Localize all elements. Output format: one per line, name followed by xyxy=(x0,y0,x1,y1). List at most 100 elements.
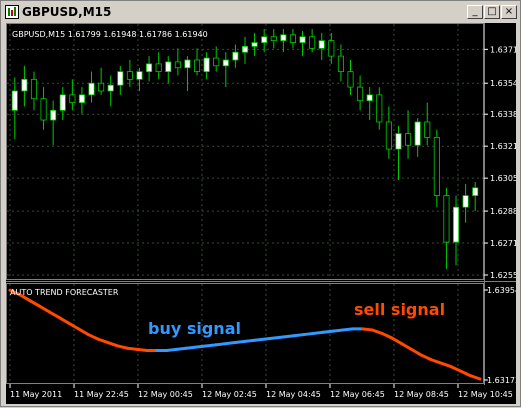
time-tick-label: 11 May 2011 xyxy=(10,390,62,399)
candle-bull xyxy=(50,109,57,121)
candle-bear xyxy=(30,78,38,100)
candle-bull xyxy=(88,82,95,96)
time-tick-label: 12 May 00:45 xyxy=(138,390,193,399)
candle-bear xyxy=(357,86,364,102)
candle-bull xyxy=(251,42,258,47)
candle-bull xyxy=(366,94,373,102)
buy-line-segment xyxy=(253,337,267,342)
chart-canvas[interactable]: 1.63715 1.63540 1.63380 1.63215 1.63050 1.628… xyxy=(6,23,521,404)
candle-bull xyxy=(107,84,114,92)
sell-line-segment xyxy=(439,361,453,368)
candle-bull xyxy=(146,63,153,73)
candle-bear xyxy=(194,59,201,73)
sell-line-segment xyxy=(96,337,110,345)
buy-line-segment xyxy=(282,334,296,339)
candle-bear xyxy=(40,98,47,121)
candle-bear xyxy=(385,121,392,150)
candle-bear xyxy=(328,40,335,57)
time-tick-label: 12 May 02:45 xyxy=(202,390,257,399)
indicator-name-label: AUTO TREND FORECASTER xyxy=(10,288,119,297)
candle-bear xyxy=(126,71,133,80)
sell-line-segment xyxy=(77,327,90,337)
price-tick-label: 1.63540 xyxy=(490,79,516,88)
sell-line-segment xyxy=(458,369,472,378)
sell-line-segment xyxy=(135,347,149,353)
candle-bull xyxy=(299,36,306,43)
candle-bear xyxy=(174,61,181,69)
candle-bear xyxy=(433,137,440,196)
sell-line-segment xyxy=(126,346,139,351)
grid xyxy=(7,24,483,383)
sell-line-segment xyxy=(37,304,51,314)
price-tick-label: 1.62550 xyxy=(490,271,516,280)
close-button[interactable]: × xyxy=(501,5,517,19)
sell-line-segment xyxy=(116,344,129,350)
candle-bull xyxy=(165,61,172,73)
candle-bull xyxy=(280,34,287,42)
time-tick-label: 12 May 10:45 xyxy=(458,390,513,399)
sell-line-segment xyxy=(106,341,120,348)
candle-bull xyxy=(395,133,402,150)
sell-signal-label: sell signal xyxy=(354,300,445,319)
sell-line-segment xyxy=(361,327,374,332)
candle-bull xyxy=(59,94,66,111)
candle-bull xyxy=(184,59,191,69)
price-tick-label: 1.62880 xyxy=(490,207,516,216)
candle-bull xyxy=(136,71,143,80)
price-tick-label: 1.63380 xyxy=(490,110,516,119)
buy-line-segment xyxy=(331,328,345,333)
chart-app-icon xyxy=(5,5,19,19)
buy-line-segment xyxy=(302,331,316,337)
indicator-panel-border xyxy=(6,283,484,384)
candle-bear xyxy=(289,34,296,43)
sell-line-segment xyxy=(8,288,22,297)
buy-line-segment xyxy=(184,345,198,350)
buy-line-segment xyxy=(321,329,335,334)
sell-line-segment xyxy=(380,331,394,340)
candle-bear xyxy=(405,133,412,146)
price-tick-label: 1.62715 xyxy=(490,239,516,248)
candle-bear xyxy=(337,55,344,73)
candle-bear xyxy=(98,82,105,92)
candle-bear xyxy=(213,57,220,67)
candle-bull xyxy=(261,36,268,43)
candle-bull xyxy=(472,187,479,196)
sell-line-segment xyxy=(419,353,433,362)
candle-bull xyxy=(21,78,28,92)
price-tick-label: 1.63050 xyxy=(490,174,516,183)
chart-area[interactable]: 1.63715 1.63540 1.63380 1.63215 1.63050 1.628… xyxy=(6,23,521,404)
sell-line-segment xyxy=(449,364,462,373)
sell-line-segment xyxy=(390,336,404,346)
sell-line-segment xyxy=(400,342,413,351)
window-title: GBPUSD,M15 xyxy=(22,5,112,19)
buy-line-segment xyxy=(243,338,257,343)
sell-line-segment xyxy=(57,315,71,325)
sell-line-segment xyxy=(409,347,423,357)
candle-bull xyxy=(222,59,229,67)
indicator-tick-label: 1.631739 xyxy=(487,376,516,385)
buy-line-segment xyxy=(165,347,178,353)
minimize-button[interactable]: _ xyxy=(467,5,483,19)
candle-bull xyxy=(117,71,124,86)
sell-line-segment xyxy=(429,358,443,365)
sell-line-segment xyxy=(67,321,81,331)
candle-bear xyxy=(309,36,316,49)
maximize-button[interactable]: □ xyxy=(484,5,500,19)
candle-bull xyxy=(318,40,325,49)
buy-line-segment xyxy=(233,339,247,345)
sell-line-segment xyxy=(468,374,482,381)
buy-signal-label: buy signal xyxy=(148,319,241,338)
buy-line-segment xyxy=(312,330,325,335)
candle-bear xyxy=(155,63,162,73)
candle-bear xyxy=(69,94,76,104)
candle-bull xyxy=(78,94,85,104)
buy-line-segment xyxy=(263,336,276,341)
buy-line-segment xyxy=(341,327,355,332)
candle-bull xyxy=(462,195,469,208)
buy-line-segment xyxy=(272,335,286,340)
candle-bull xyxy=(232,51,239,61)
candle-bull xyxy=(11,90,18,111)
candle-bear xyxy=(443,195,450,243)
title-bar[interactable]: GBPUSD,M15 _ □ × xyxy=(2,2,519,22)
